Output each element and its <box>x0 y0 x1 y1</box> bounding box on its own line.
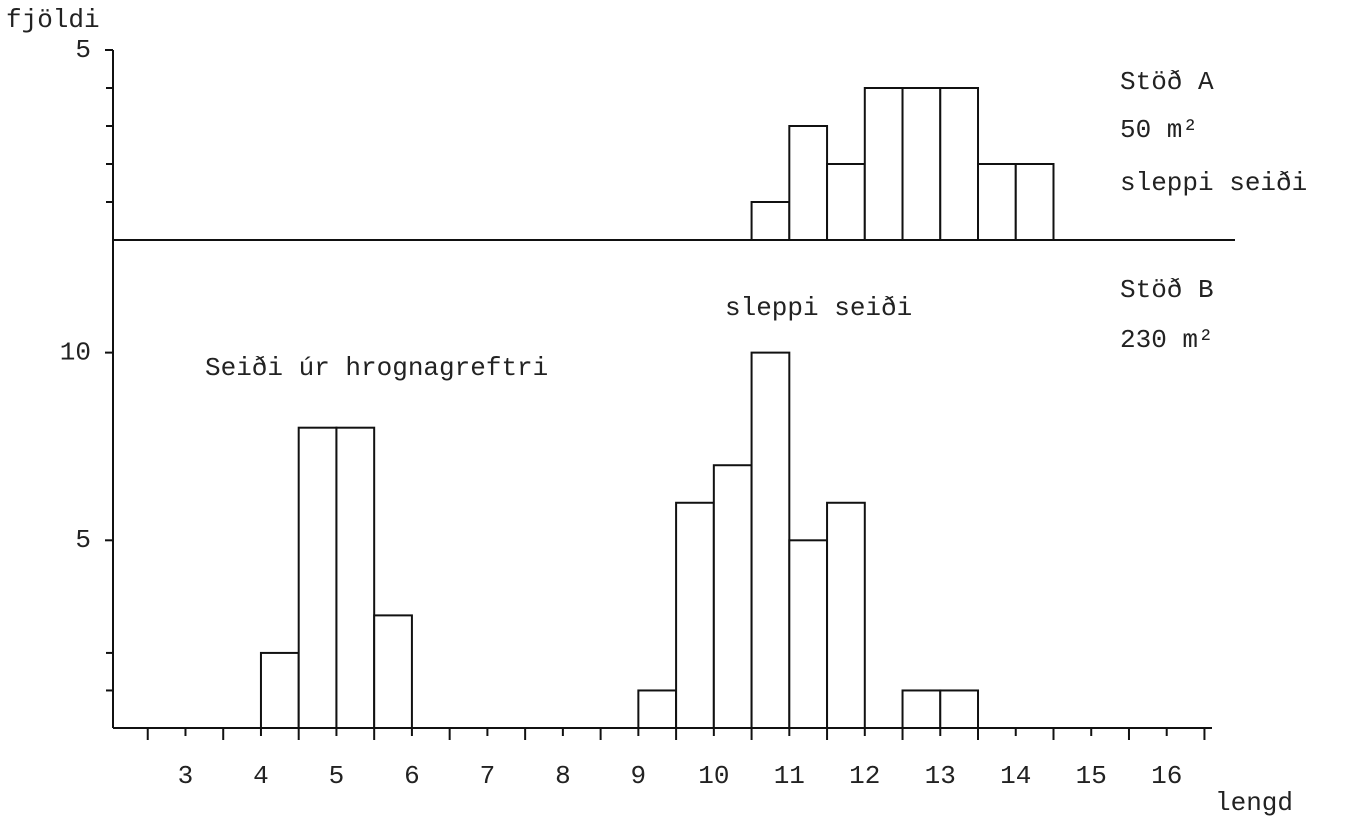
annotation: Stöð B <box>1120 275 1214 305</box>
bar <box>750 201 791 241</box>
bar <box>712 464 753 729</box>
bar <box>1014 163 1055 241</box>
bar <box>901 87 942 241</box>
bar <box>939 87 980 241</box>
bar <box>675 501 715 729</box>
annotation: Seiði úr hrognagreftri <box>205 353 548 383</box>
x-tick-label: 10 <box>698 761 729 791</box>
annotation: sleppi seiði <box>1120 168 1307 198</box>
bar <box>826 163 866 241</box>
y-tick-label: 5 <box>75 525 91 555</box>
x-tick-label: 13 <box>925 761 956 791</box>
annotation: 50 m² <box>1120 115 1198 145</box>
x-tick-label: 7 <box>480 761 496 791</box>
bar <box>297 426 338 729</box>
annotation: 230 m² <box>1120 325 1214 355</box>
x-tick-label: 16 <box>1151 761 1182 791</box>
x-tick-label: 14 <box>1000 761 1031 791</box>
annotation: Stöð A <box>1120 67 1214 97</box>
bar <box>750 351 791 729</box>
x-tick-label: 11 <box>774 761 805 791</box>
x-tick-label: 12 <box>849 761 880 791</box>
y-axis-label: fjöldi <box>6 5 100 35</box>
bar <box>259 651 300 730</box>
x-tick-label: 8 <box>555 761 571 791</box>
annotation: sleppi seiði <box>725 293 912 323</box>
x-tick-label: 6 <box>404 761 420 791</box>
x-tick-label: 9 <box>631 761 647 791</box>
x-axis-label: lengd <box>1215 788 1293 818</box>
x-tick-label: 5 <box>329 761 345 791</box>
bar <box>977 163 1017 241</box>
bar <box>788 125 829 241</box>
bar <box>939 689 980 730</box>
x-tick-label: 15 <box>1076 761 1107 791</box>
x-tick-label: 3 <box>178 761 194 791</box>
bar <box>335 426 376 729</box>
bar <box>826 501 866 729</box>
bar <box>373 614 413 730</box>
x-tick-label: 4 <box>253 761 269 791</box>
bar <box>901 689 942 730</box>
bar <box>788 539 829 729</box>
bar <box>863 87 904 241</box>
bar <box>637 689 678 730</box>
y-tick-label: 10 <box>60 337 91 367</box>
y-tick-label: 5 <box>75 35 91 65</box>
